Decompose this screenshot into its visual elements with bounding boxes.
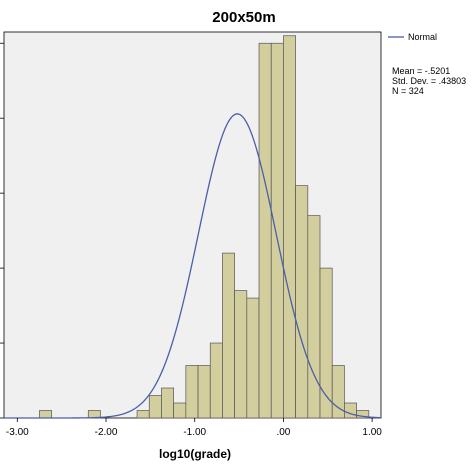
x-tick-label: 1.00 <box>362 427 382 438</box>
histogram-bar <box>173 402 187 419</box>
normal-curve <box>4 113 382 419</box>
y-axis-ticks <box>0 42 4 419</box>
histogram-bar <box>319 267 333 419</box>
stat-mean: Mean = -.5201 <box>392 66 450 76</box>
histogram-bar <box>148 395 162 419</box>
x-axis-ticks: -3.00 -2.00 -1.00 .00 1.00 <box>6 418 382 438</box>
histogram-bar <box>136 410 150 419</box>
histogram-bar <box>161 387 175 419</box>
histogram-bar <box>356 410 370 419</box>
x-tick-label: -1.00 <box>183 427 206 438</box>
histogram-bar <box>270 42 284 419</box>
histogram-bar <box>344 402 357 419</box>
x-tick-label: -2.00 <box>95 427 118 438</box>
stat-std-dev: Std. Dev. = .43803 <box>392 76 466 86</box>
x-tick-label: -3.00 <box>6 427 29 438</box>
histogram-bar <box>307 215 321 419</box>
histogram-bar <box>234 290 248 419</box>
legend-label-normal: Normal <box>408 32 437 42</box>
histogram-bar <box>246 297 260 419</box>
histogram-bar <box>185 365 199 419</box>
histogram-bar <box>283 35 296 419</box>
histogram-bar <box>39 410 53 419</box>
x-tick-label: .00 <box>276 427 290 438</box>
x-axis-label: log10(grade) <box>159 447 231 461</box>
stat-n: N = 324 <box>392 86 424 96</box>
histogram-bar <box>222 252 235 419</box>
histogram-bar <box>197 365 211 419</box>
chart-title: 200x50m <box>212 9 275 26</box>
histogram-bar <box>209 342 223 419</box>
histogram-bar <box>295 185 309 419</box>
histogram-bars <box>39 35 370 419</box>
histogram-bar <box>258 42 272 419</box>
